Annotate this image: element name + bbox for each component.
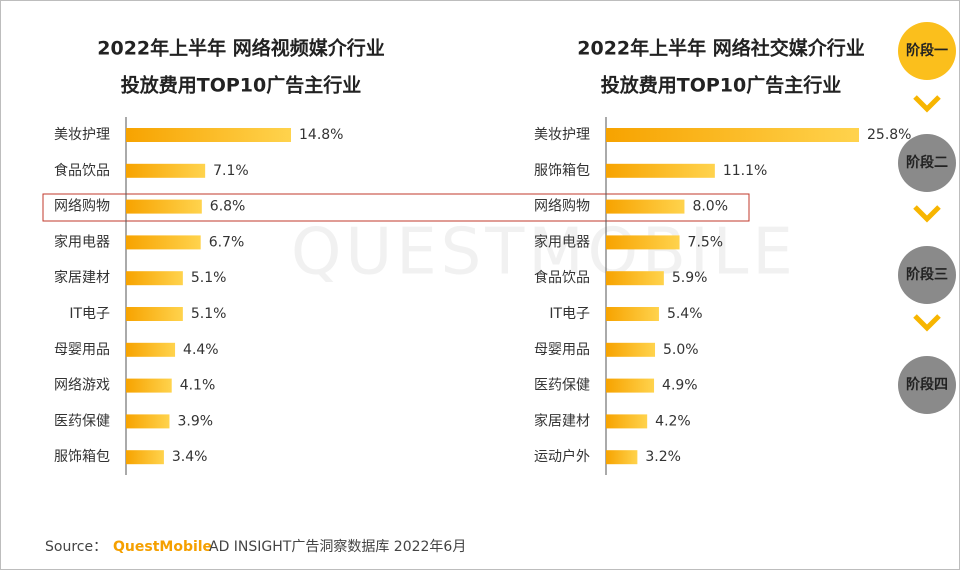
stage-circle <box>898 134 956 192</box>
value-label: 7.5% <box>688 234 724 250</box>
bar <box>126 271 183 286</box>
bar <box>126 307 183 321</box>
value-label: 4.9% <box>662 378 698 394</box>
value-label: 14.8% <box>299 127 343 143</box>
category-label: 医药保健 <box>54 413 110 429</box>
category-label: IT电子 <box>69 306 110 322</box>
chart-subtitle: 投放费用TOP10广告主行业 <box>601 74 841 97</box>
value-label: 4.1% <box>180 378 216 394</box>
category-label: 食品饮品 <box>54 162 110 179</box>
stage-label: 阶段一 <box>906 42 948 59</box>
bar <box>606 199 685 214</box>
value-label: 5.1% <box>191 270 227 286</box>
category-label: 母婴用品 <box>534 342 590 358</box>
category-label: 母婴用品 <box>54 342 110 358</box>
value-label: 3.9% <box>177 413 213 429</box>
chart-title: 2022年上半年 网络视频媒介行业 <box>97 37 385 60</box>
category-label: 家用电器 <box>534 233 590 250</box>
chart-subtitle: 投放费用TOP10广告主行业 <box>121 74 361 97</box>
bar <box>606 414 648 429</box>
bar <box>126 378 172 393</box>
source-text: AD INSIGHT广告洞察数据库 2022年6月 <box>209 538 466 555</box>
bar <box>606 307 659 321</box>
bar <box>606 450 638 465</box>
value-label: 5.0% <box>663 342 699 358</box>
value-label: 7.1% <box>213 163 249 179</box>
chart-title: 2022年上半年 网络社交媒介行业 <box>577 37 865 60</box>
bar <box>606 342 656 357</box>
value-label: 11.1% <box>723 163 767 179</box>
category-label: 医药保健 <box>534 378 590 394</box>
bar <box>606 378 655 393</box>
category-label: 家用电器 <box>54 233 110 250</box>
category-label: 服饰箱包 <box>534 163 590 179</box>
bar <box>126 163 206 178</box>
value-label: 8.0% <box>692 199 728 215</box>
bar <box>126 450 164 465</box>
category-label: 家居建材 <box>54 269 110 286</box>
watermark: QUESTMOBILE <box>291 216 797 290</box>
bar <box>126 342 176 357</box>
category-label: IT电子 <box>549 306 590 322</box>
value-label: 4.2% <box>655 413 691 429</box>
bar <box>606 271 664 286</box>
bar <box>126 235 201 250</box>
source-label: Source： <box>45 539 107 555</box>
category-label: 运动户外 <box>534 448 590 465</box>
bar <box>126 414 170 429</box>
source-brand: QuestMobile <box>113 539 212 555</box>
category-label: 美妆护理 <box>534 127 590 143</box>
bar <box>126 128 291 142</box>
stage-circle <box>898 246 956 304</box>
value-label: 5.1% <box>191 306 227 322</box>
value-label: 5.9% <box>672 270 708 286</box>
bar <box>606 128 859 142</box>
stage-circle <box>898 22 956 80</box>
value-label: 5.4% <box>667 306 703 322</box>
stage-arrows <box>913 95 941 332</box>
stage-label: 阶段四 <box>906 376 948 393</box>
category-label: 家居建材 <box>534 412 590 429</box>
category-label: 服饰箱包 <box>54 449 110 465</box>
category-label: 食品饮品 <box>534 269 590 286</box>
value-label: 6.7% <box>209 234 245 250</box>
category-label: 美妆护理 <box>54 127 110 143</box>
value-label: 3.2% <box>645 449 681 465</box>
stage-label: 阶段三 <box>906 266 948 283</box>
category-label: 网络游戏 <box>54 378 110 394</box>
bar <box>126 199 202 214</box>
category-label: 网络购物 <box>534 199 590 215</box>
bar <box>606 235 680 250</box>
stage-label: 阶段二 <box>906 154 948 171</box>
value-label: 3.4% <box>172 449 208 465</box>
bar <box>606 163 715 178</box>
highlight-box <box>42 193 750 222</box>
value-label: 6.8% <box>210 199 246 215</box>
category-label: 网络购物 <box>54 199 110 215</box>
value-label: 4.4% <box>183 342 219 358</box>
stage-circle <box>898 356 956 414</box>
value-label: 25.8% <box>867 127 911 143</box>
